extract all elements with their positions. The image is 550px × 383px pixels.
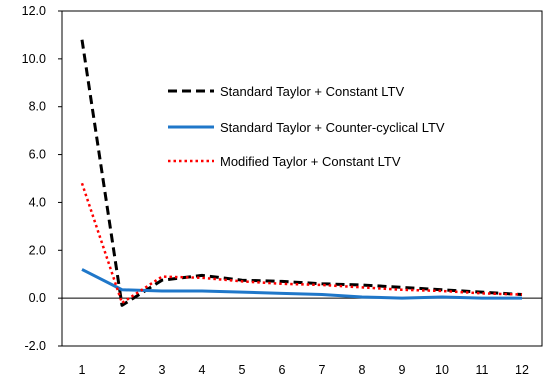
y-tick-label: 0.0 xyxy=(29,291,46,305)
series-line-2 xyxy=(81,268,522,300)
x-tick-label: 8 xyxy=(359,363,366,377)
y-tick-label: 2.0 xyxy=(29,243,46,257)
legend: Standard Taylor + Constant LTV Standard T… xyxy=(168,84,445,169)
y-tick-label: 10.0 xyxy=(22,52,46,66)
x-tick-label: 6 xyxy=(279,363,286,377)
x-tick-label: 11 xyxy=(476,363,489,377)
legend-label-2: Standard Taylor + Counter-cyclical LTV xyxy=(220,120,445,135)
y-axis-tick-labels: 12.0 10.0 8.0 6.0 4.0 2.0 0.0 -2.0 xyxy=(22,4,46,353)
x-axis-tick-labels: 1 2 3 4 5 6 7 8 9 10 11 12 xyxy=(79,363,529,377)
x-tick-label: 12 xyxy=(515,363,529,377)
x-tick-label: 2 xyxy=(119,363,126,377)
x-tick-label: 1 xyxy=(79,363,86,377)
legend-label-1: Standard Taylor + Constant LTV xyxy=(220,84,404,99)
plot-frame xyxy=(61,10,543,347)
series-line-1 xyxy=(80,39,523,307)
x-tick-label: 3 xyxy=(159,363,166,377)
y-tick-label: 12.0 xyxy=(22,4,46,18)
x-tick-label: 5 xyxy=(239,363,246,377)
series-lines xyxy=(80,39,523,307)
y-tick-label: 6.0 xyxy=(29,148,46,162)
y-tick-label: -2.0 xyxy=(24,339,46,353)
axes xyxy=(58,10,543,347)
series-line-3 xyxy=(80,182,523,305)
x-tick-label: 7 xyxy=(319,363,326,377)
x-tick-label: 9 xyxy=(399,363,406,377)
x-tick-label: 4 xyxy=(199,363,206,377)
legend-label-3: Modified Taylor + Constant LTV xyxy=(220,154,401,169)
y-tick-label: 4.0 xyxy=(29,195,46,209)
x-tick-label: 10 xyxy=(435,363,449,377)
y-tick-label: 8.0 xyxy=(29,100,46,114)
